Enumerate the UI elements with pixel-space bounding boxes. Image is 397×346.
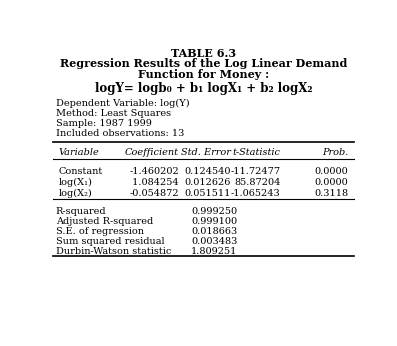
- Text: Regression Results of the Log Linear Demand: Regression Results of the Log Linear Dem…: [60, 58, 347, 70]
- Text: Method: Least Squares: Method: Least Squares: [56, 109, 171, 118]
- Text: 0.999250: 0.999250: [191, 207, 237, 216]
- Text: Coefficient: Coefficient: [125, 148, 179, 157]
- Text: Adjusted R-squared: Adjusted R-squared: [56, 217, 153, 226]
- Text: t-Statistic: t-Statistic: [232, 148, 280, 157]
- Text: logY= logb₀ + b₁ logX₁ + b₂ logX₂: logY= logb₀ + b₁ logX₁ + b₂ logX₂: [95, 82, 312, 94]
- Text: Sum squared residual: Sum squared residual: [56, 237, 164, 246]
- Text: 0.003483: 0.003483: [191, 237, 237, 246]
- Text: 0.051511: 0.051511: [185, 189, 231, 198]
- Text: 0.0000: 0.0000: [314, 178, 348, 187]
- Text: log(X₁): log(X₁): [59, 178, 93, 187]
- Text: -11.72477: -11.72477: [230, 167, 280, 176]
- Text: Sample: 1987 1999: Sample: 1987 1999: [56, 119, 152, 128]
- Text: 0.3118: 0.3118: [314, 189, 348, 198]
- Text: Variable: Variable: [59, 148, 100, 157]
- Text: 0.999100: 0.999100: [191, 217, 237, 226]
- Text: 0.0000: 0.0000: [314, 167, 348, 176]
- Text: 0.018663: 0.018663: [191, 227, 237, 236]
- Text: Durbin-Watson statistic: Durbin-Watson statistic: [56, 247, 171, 256]
- Text: Std. Error: Std. Error: [181, 148, 231, 157]
- Text: 85.87204: 85.87204: [234, 178, 280, 187]
- Text: -1.460202: -1.460202: [129, 167, 179, 176]
- Text: 0.124540: 0.124540: [185, 167, 231, 176]
- Text: Constant: Constant: [59, 167, 103, 176]
- Text: 0.012626: 0.012626: [185, 178, 231, 187]
- Text: S.E. of regression: S.E. of regression: [56, 227, 144, 236]
- Text: R-squared: R-squared: [56, 207, 106, 216]
- Text: Prob.: Prob.: [322, 148, 348, 157]
- Text: -1.065243: -1.065243: [231, 189, 280, 198]
- Text: log(X₂): log(X₂): [59, 189, 93, 198]
- Text: TABLE 6.3: TABLE 6.3: [171, 48, 236, 59]
- Text: Function for Money :: Function for Money :: [138, 69, 269, 80]
- Text: Dependent Variable: log(Y): Dependent Variable: log(Y): [56, 99, 189, 108]
- Text: 1.084254: 1.084254: [129, 178, 179, 187]
- Text: Included observations: 13: Included observations: 13: [56, 128, 184, 137]
- Text: -0.054872: -0.054872: [129, 189, 179, 198]
- Text: 1.809251: 1.809251: [191, 247, 237, 256]
